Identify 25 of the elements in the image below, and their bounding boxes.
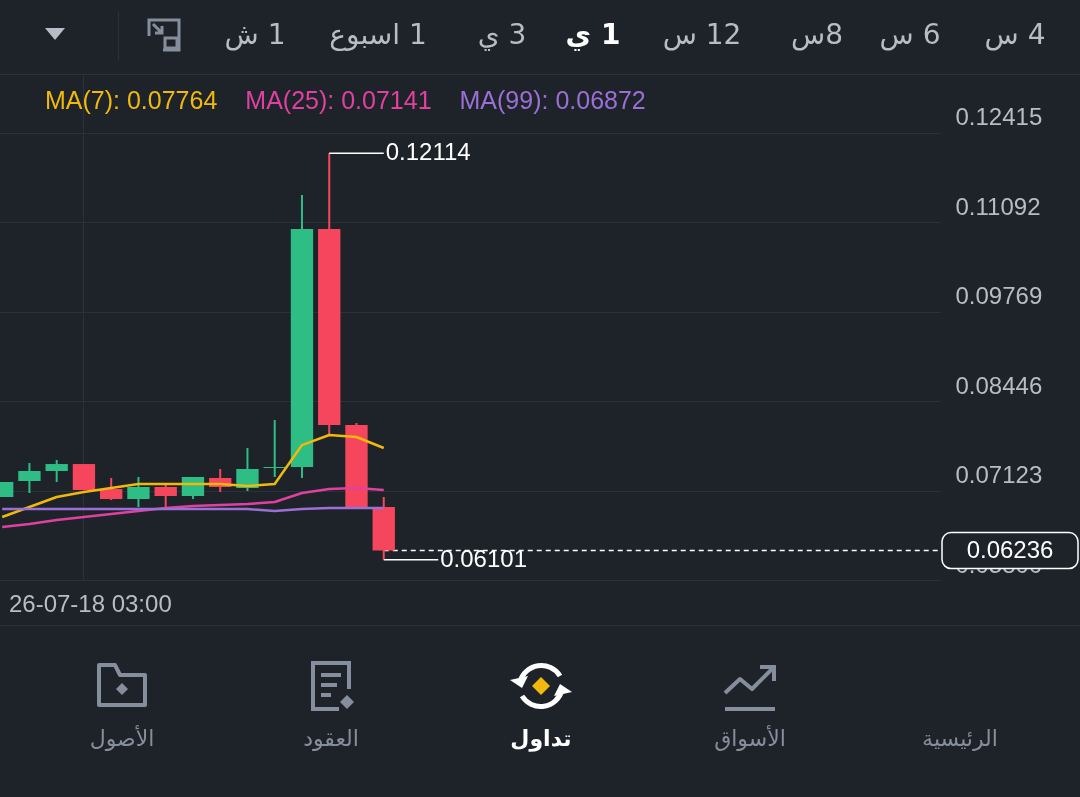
y-tick-label: 0.07123	[955, 461, 1043, 489]
text: 6 س	[879, 18, 941, 51]
text: MA(25): 0.07141	[245, 86, 432, 115]
annotation: 0.06101	[440, 544, 528, 572]
text: 3 ي	[477, 18, 527, 51]
y-tick-label: 0.08446	[955, 371, 1043, 399]
text: الرئيسية	[922, 726, 998, 751]
x-tick-label: 26-07-18 03:00	[8, 589, 172, 617]
text: MA(7): 0.07764	[45, 86, 218, 115]
text: MA(99): 0.06872	[459, 86, 646, 115]
y-tick-label: 0.09769	[955, 282, 1043, 310]
text: العقود	[303, 726, 359, 751]
text: الأسواق	[714, 726, 786, 751]
text: 1 ش	[224, 18, 286, 51]
text: الأصول	[89, 726, 155, 751]
ref-line-label: 0.06236	[966, 535, 1054, 563]
text: 1 ي	[565, 18, 621, 51]
y-tick-label: 0.11092	[955, 192, 1041, 220]
annotation: 0.12114	[385, 138, 471, 166]
text: 12 س	[662, 18, 742, 51]
text: 4 س	[984, 18, 1046, 51]
text: تداول	[510, 726, 572, 751]
text: 1 اسبوع	[329, 18, 427, 51]
y-tick-label: 0.12415	[955, 103, 1043, 131]
text: 8س	[790, 18, 844, 51]
